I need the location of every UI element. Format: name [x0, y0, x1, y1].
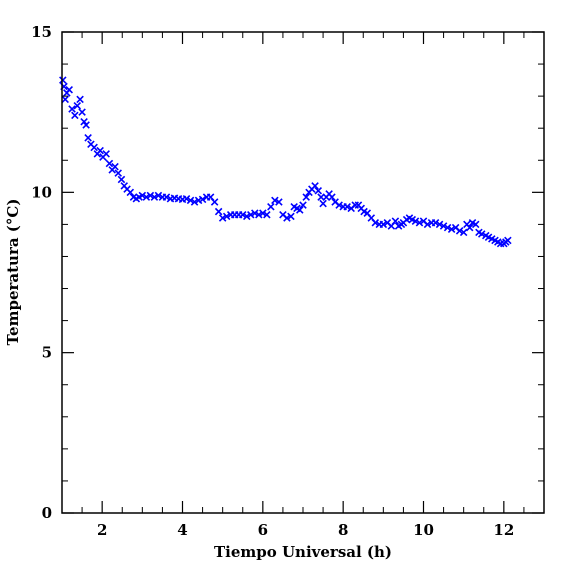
data-point — [154, 191, 163, 200]
data-point — [190, 198, 199, 206]
data-point — [259, 209, 267, 217]
data-point — [82, 121, 90, 129]
x-tick-label: 10 — [413, 521, 434, 539]
data-point — [138, 191, 147, 200]
data-point — [59, 76, 67, 84]
data-point — [61, 95, 69, 104]
data-point — [111, 162, 119, 171]
data-point — [459, 228, 468, 237]
y-tick-label: 5 — [42, 344, 52, 362]
data-point — [142, 193, 151, 201]
data-point — [146, 191, 155, 200]
data-point — [96, 146, 104, 155]
data-point — [299, 201, 307, 209]
data-point — [335, 201, 343, 209]
data-point — [477, 230, 486, 238]
data-point — [319, 199, 327, 208]
plot-frame — [61, 31, 545, 514]
data-point — [415, 219, 424, 227]
data-point — [90, 143, 98, 152]
data-point — [431, 219, 440, 227]
data-point — [379, 220, 388, 229]
data-point — [465, 223, 474, 232]
data-point — [218, 214, 227, 222]
data-point — [238, 211, 247, 219]
x-tick-label: 8 — [338, 521, 348, 539]
x-tick-label: 6 — [258, 521, 268, 539]
data-point — [302, 193, 310, 201]
data-point — [287, 212, 295, 221]
data-point — [439, 222, 448, 230]
y-tick-label: 15 — [31, 23, 52, 41]
y-tick-label: 10 — [31, 183, 52, 201]
data-point — [455, 227, 464, 235]
data-point — [73, 101, 82, 110]
data-point — [275, 198, 283, 206]
data-point — [105, 159, 114, 168]
data-point — [117, 175, 126, 184]
data-point — [71, 111, 79, 120]
data-point — [114, 169, 122, 177]
data-point — [150, 193, 159, 201]
data-point — [311, 182, 319, 190]
data-point — [423, 220, 432, 229]
data-point — [263, 211, 271, 219]
data-point — [271, 196, 279, 205]
data-point — [314, 186, 323, 195]
data-point — [182, 194, 191, 203]
data-point — [210, 198, 219, 206]
data-point — [411, 217, 420, 225]
y-axis-label: Temperatura (°C) — [4, 199, 22, 346]
data-point — [255, 211, 263, 219]
data-point — [435, 220, 444, 229]
data-point — [243, 212, 251, 221]
data-point — [214, 207, 223, 216]
data-point — [126, 188, 135, 197]
data-point — [78, 108, 86, 116]
data-point — [198, 195, 207, 204]
x-tick-label: 4 — [177, 521, 187, 539]
data-point — [65, 85, 73, 94]
data-point — [68, 105, 76, 113]
data-point — [76, 95, 84, 104]
data-point — [84, 134, 92, 142]
data-point — [162, 193, 171, 201]
data-point — [391, 217, 400, 225]
data-point — [247, 211, 255, 219]
x-tick-label: 2 — [97, 521, 107, 539]
data-point — [471, 220, 480, 229]
minor-ticks — [61, 32, 545, 513]
data-point — [296, 206, 304, 214]
data-point — [371, 219, 380, 227]
tick-labels: 2 4 6 8 10 12 0 5 10 15 — [31, 23, 514, 539]
x-tick-label: 12 — [493, 521, 514, 539]
data-point — [343, 202, 351, 211]
data-point — [222, 212, 231, 221]
data-point — [443, 223, 452, 232]
data-point — [328, 193, 336, 201]
data-point — [251, 209, 259, 217]
data-point — [283, 214, 291, 222]
data-points — [59, 76, 512, 248]
y-tick-label: 0 — [42, 504, 52, 522]
data-point — [186, 196, 195, 205]
data-point — [267, 202, 275, 211]
x-axis-label: Tiempo Universal (h) — [214, 543, 392, 561]
data-point — [102, 150, 110, 158]
data-point — [447, 225, 456, 233]
data-point — [504, 236, 512, 245]
